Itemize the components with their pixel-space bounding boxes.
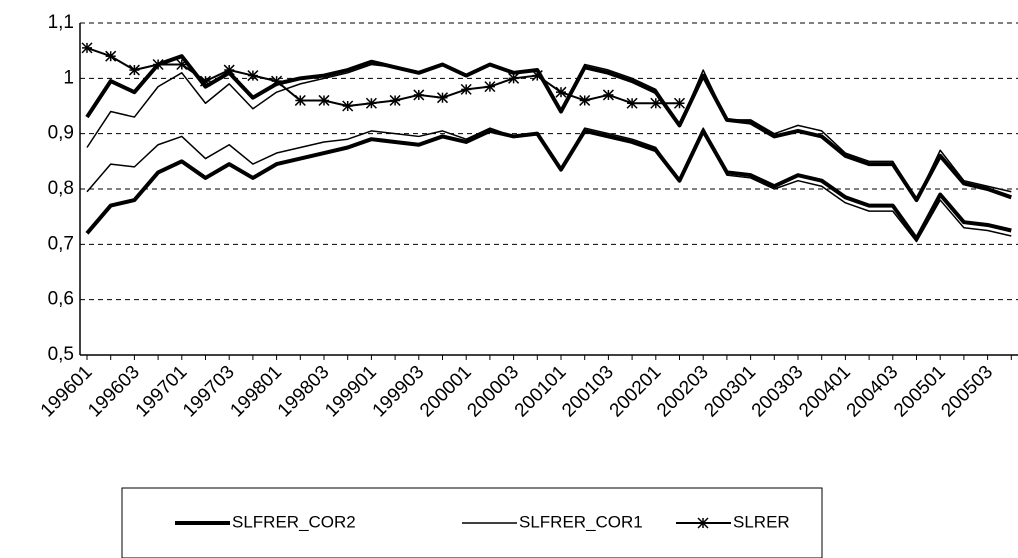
marker-stroke [650, 97, 662, 109]
series-line [86, 63, 1012, 201]
marker [508, 72, 520, 84]
x-tick-label: 199601 [37, 362, 97, 422]
marker [105, 50, 117, 62]
x-tick-label: 199903 [369, 362, 429, 422]
x-tick-label: 200403 [843, 362, 903, 422]
x-tick-label: 199703 [179, 362, 239, 422]
marker-stroke [176, 58, 188, 71]
x-tick-label: 200103 [558, 362, 618, 422]
marker-stroke [531, 70, 543, 82]
y-tick-label: 0,6 [48, 289, 74, 310]
x-tick-label: 199701 [132, 362, 192, 422]
marker [176, 58, 188, 71]
marker-stroke [413, 89, 425, 101]
marker-stroke [342, 100, 354, 112]
x-tick-label: 200401 [795, 362, 855, 422]
marker-stroke [626, 97, 638, 109]
x-tick-label: 200303 [748, 362, 808, 422]
series-line [85, 54, 1012, 203]
y-tick-label: 0,5 [48, 344, 74, 365]
x-tick-label: 199603 [84, 362, 144, 422]
marker [389, 94, 401, 106]
legend-label: SLFRER_COR2 [232, 512, 356, 531]
marker-stroke [81, 42, 93, 54]
marker [531, 70, 543, 82]
marker [247, 70, 259, 82]
x-tick-label: 200201 [606, 362, 666, 422]
marker [460, 83, 472, 95]
x-tick-label: 199801 [226, 362, 286, 422]
y-tick-label: 1 [63, 67, 74, 88]
x-tick-label: 200203 [653, 362, 713, 422]
marker-stroke [152, 58, 164, 71]
marker [365, 97, 377, 109]
x-tick-label: 200501 [890, 362, 950, 422]
marker-stroke [128, 64, 140, 76]
marker [436, 92, 449, 104]
marker-stroke [436, 92, 449, 104]
marker-stroke [271, 75, 283, 87]
marker-stroke [389, 94, 401, 106]
marker [294, 94, 306, 106]
marker-stroke [365, 97, 377, 109]
y-tick-label: 0,9 [48, 123, 74, 144]
series-line [86, 127, 1012, 243]
marker-stroke [247, 70, 259, 82]
y-tick-label: 1,1 [48, 12, 74, 33]
y-tick-label: 0,7 [48, 233, 74, 254]
marker-stroke [673, 97, 686, 109]
x-tick-label: 200001 [416, 362, 476, 422]
x-tick-label: 200101 [511, 362, 571, 422]
legend-marker [697, 517, 709, 529]
marker-stroke [460, 83, 472, 95]
marker-stroke [555, 86, 567, 98]
marker-stroke [697, 517, 709, 529]
marker [626, 97, 638, 109]
x-tick-label: 200003 [463, 362, 523, 422]
x-tick-label: 200301 [700, 362, 760, 422]
marker [81, 42, 93, 54]
x-tick-label: 199901 [321, 362, 381, 422]
marker [271, 75, 283, 87]
marker-stroke [508, 72, 520, 84]
marker-stroke [223, 64, 235, 76]
marker-stroke [484, 81, 496, 93]
y-tick-label: 0,8 [48, 178, 74, 199]
series-line [86, 46, 680, 107]
marker-stroke [105, 50, 117, 62]
marker [199, 75, 212, 87]
marker [579, 94, 591, 106]
marker [555, 86, 567, 98]
marker [673, 97, 686, 109]
marker [650, 97, 662, 109]
marker-stroke [579, 94, 591, 106]
x-tick-label: 200503 [937, 362, 997, 422]
marker-stroke [602, 89, 614, 101]
marker [342, 100, 354, 112]
marker [318, 94, 330, 106]
marker-stroke [199, 75, 212, 87]
marker [602, 89, 614, 101]
marker [484, 81, 496, 93]
marker-stroke [318, 94, 330, 106]
marker [413, 89, 425, 101]
marker [223, 64, 235, 76]
marker [128, 64, 140, 76]
legend-label: SLFRER_COR1 [519, 512, 643, 531]
legend-label: SLRER [733, 512, 790, 531]
x-tick-label: 199803 [274, 362, 334, 422]
marker-stroke [294, 94, 306, 106]
marker [152, 58, 164, 71]
